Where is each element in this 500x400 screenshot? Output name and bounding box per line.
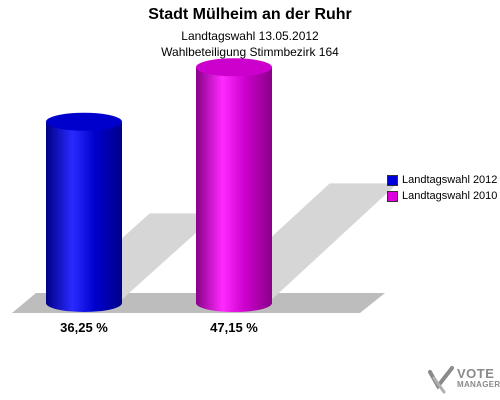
legend-item-2010: Landtagswahl 2010 [387, 188, 497, 204]
bar-top [196, 58, 272, 77]
legend-swatch-2012 [387, 174, 398, 186]
vote-manager-logo-icon [428, 366, 454, 394]
chart-subtitle-election: Landtagswahl 13.05.2012 [181, 29, 319, 43]
bar [46, 121, 122, 312]
bar [196, 67, 272, 312]
bar-top [46, 112, 122, 131]
bar-value-label: 47,15 % [210, 320, 258, 335]
vote-manager-logo: VOTE MANAGER [428, 364, 500, 394]
chart-subtitle-turnout: Wahlbeteiligung Stimmbezirk 164 [161, 45, 339, 59]
legend: Landtagswahl 2012 Landtagswahl 2010 [387, 172, 497, 204]
bar-value-label: 36,25 % [60, 320, 108, 335]
legend-item-2012: Landtagswahl 2012 [387, 172, 497, 188]
legend-swatch-2010 [387, 190, 398, 202]
bars-group [46, 58, 398, 312]
logo-text-vote: VOTE [457, 366, 495, 381]
chart-title: Stadt Mülheim an der Ruhr [148, 6, 352, 23]
value-labels-group: 36,25 % 47,15 % [60, 320, 258, 335]
legend-label-2010: Landtagswahl 2010 [402, 190, 498, 202]
logo-text-manager: MANAGER [457, 380, 500, 389]
legend-label-2012: Landtagswahl 2012 [402, 174, 498, 186]
